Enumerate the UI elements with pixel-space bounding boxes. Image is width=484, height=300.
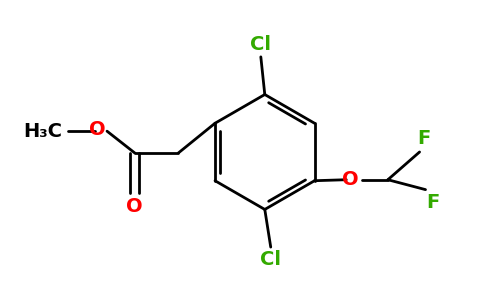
Text: O: O [90, 120, 106, 139]
Text: F: F [418, 129, 431, 148]
Text: Cl: Cl [260, 250, 281, 269]
Text: F: F [426, 193, 440, 211]
Text: H₃C: H₃C [23, 122, 62, 141]
Text: O: O [342, 170, 359, 189]
Text: Cl: Cl [250, 35, 272, 54]
Text: O: O [126, 196, 143, 216]
